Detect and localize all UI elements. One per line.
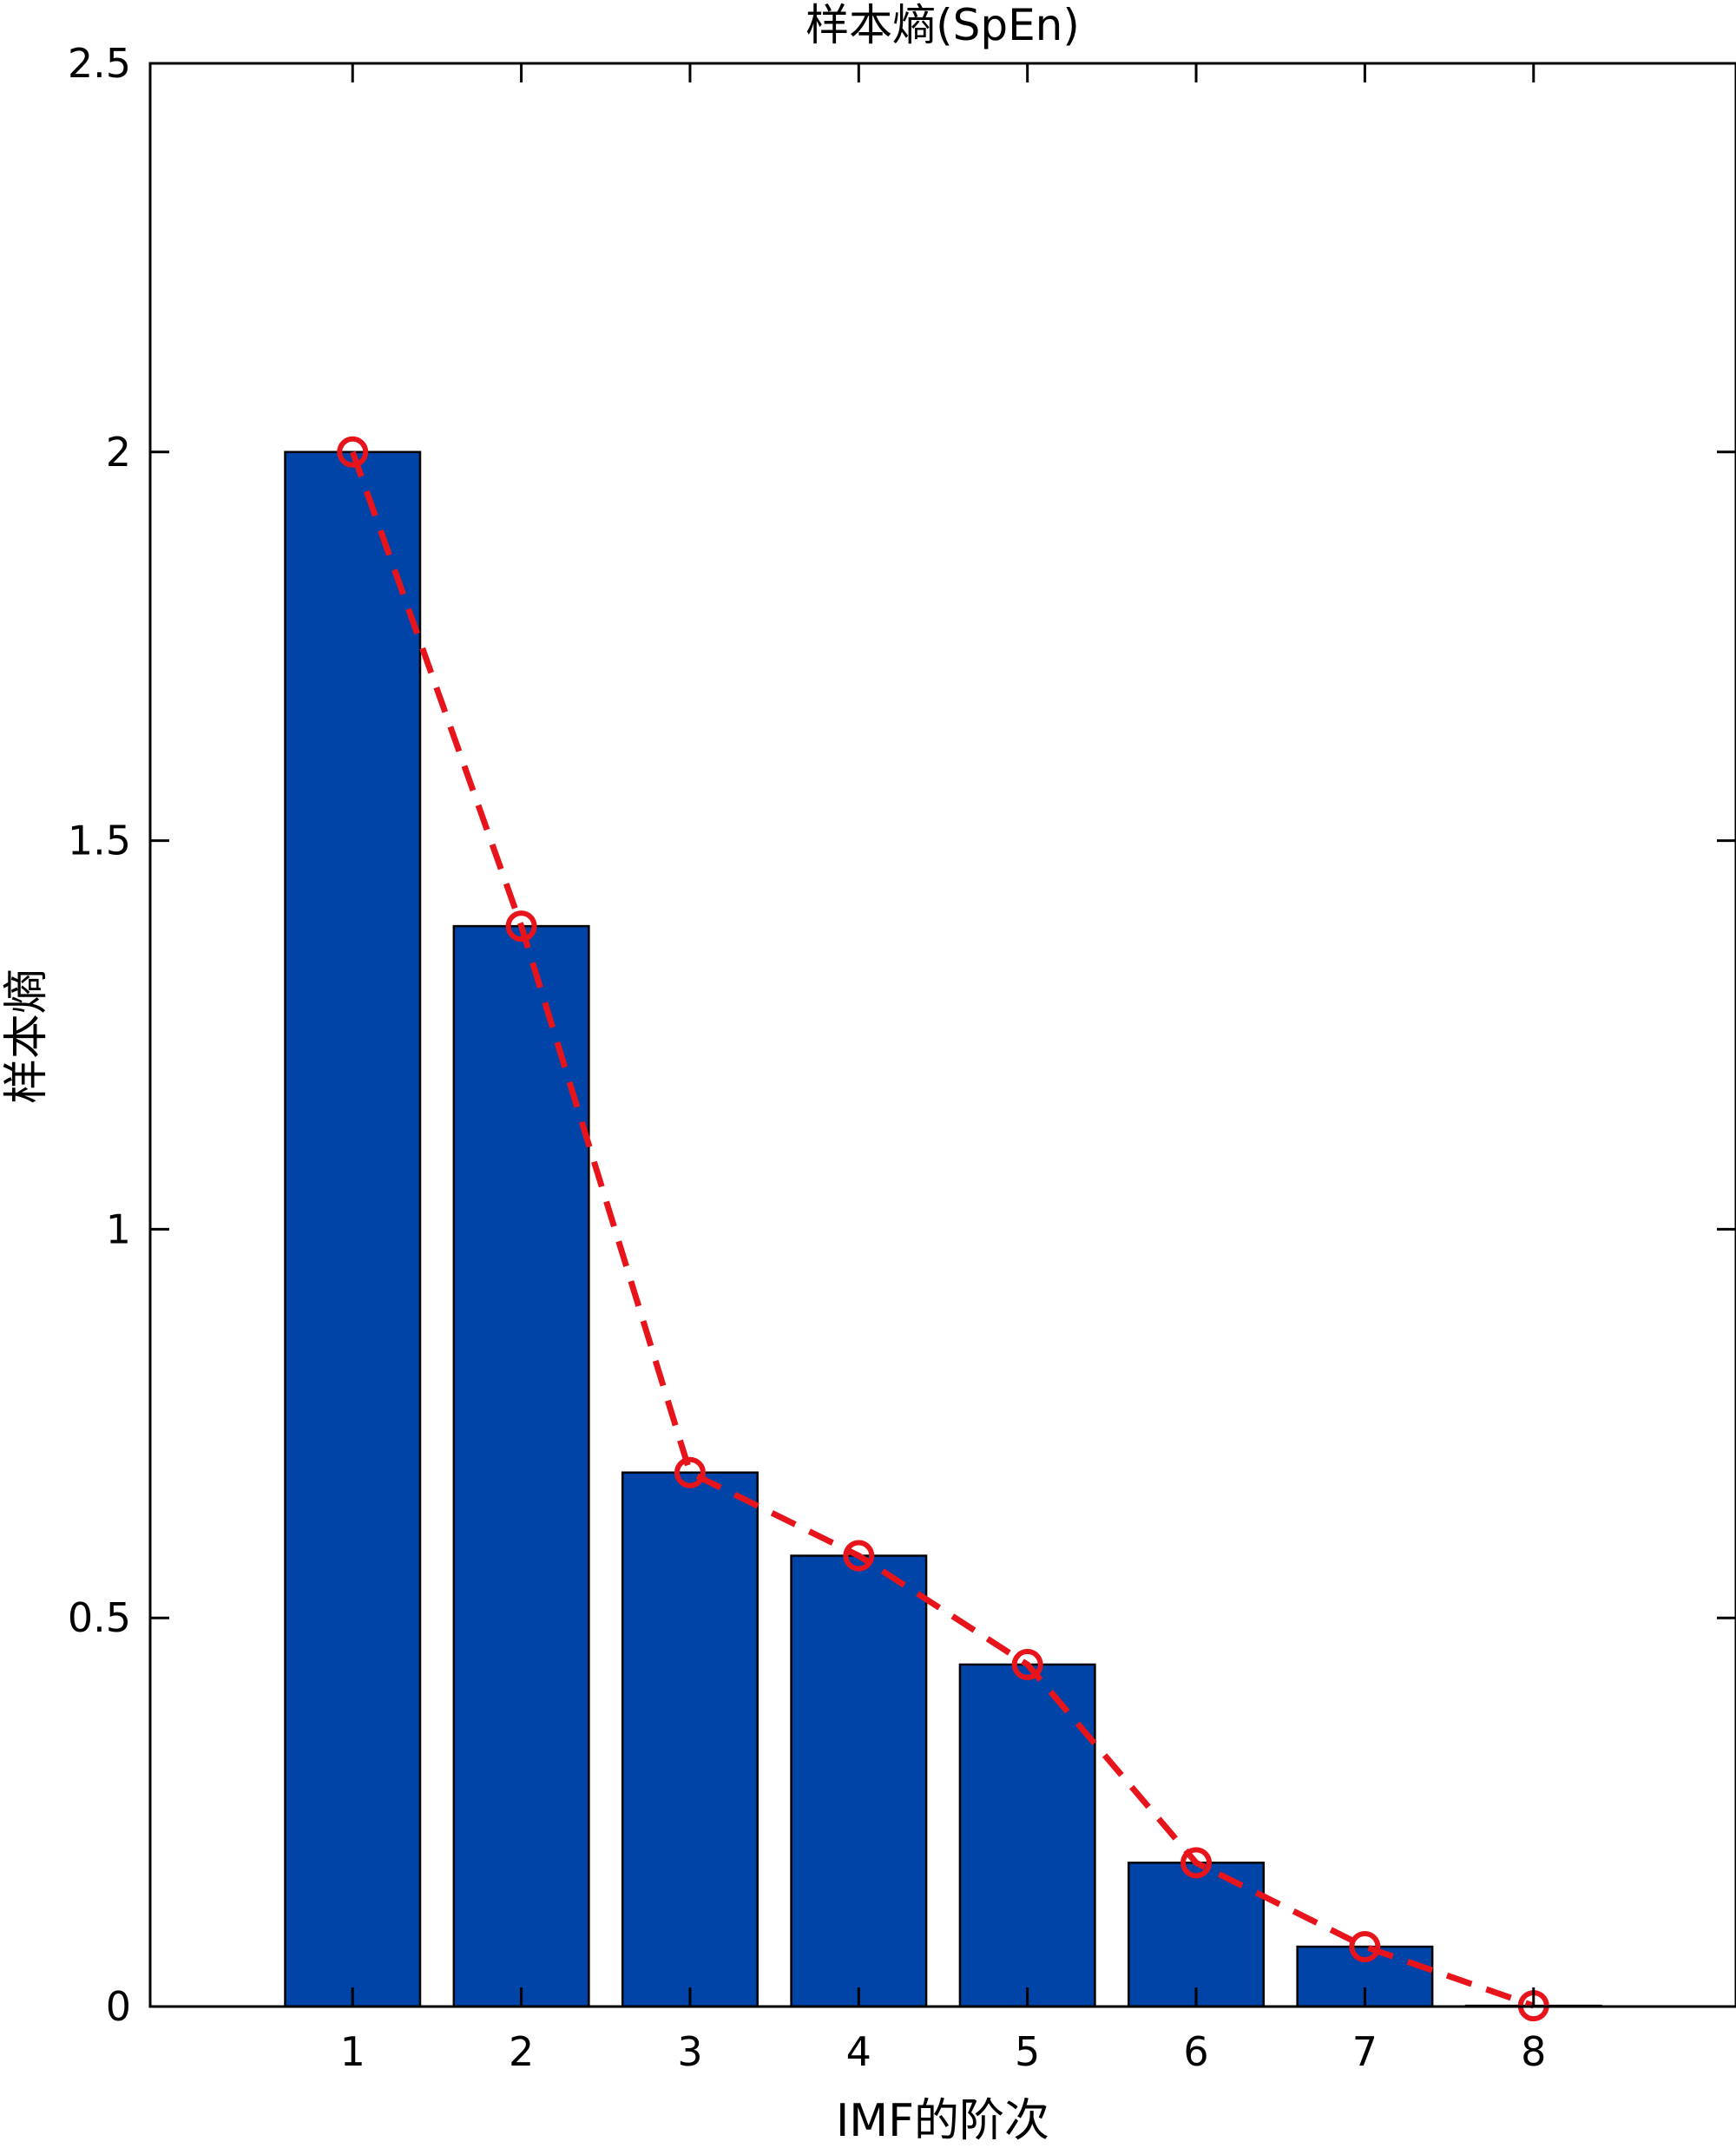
y-tick-label: 1.5 bbox=[68, 818, 131, 864]
bar-1 bbox=[284, 450, 422, 2008]
x-tick-label: 2 bbox=[509, 2028, 534, 2075]
y-tick-label: 0.5 bbox=[68, 1594, 131, 1641]
y-tick-label: 0 bbox=[106, 1983, 131, 2030]
chart-title: 样本熵(SpEn) bbox=[806, 0, 1080, 50]
x-tick-label: 7 bbox=[1352, 2028, 1378, 2075]
line-marker-6 bbox=[1180, 1847, 1213, 1879]
bars-layer bbox=[284, 450, 1602, 2008]
x-tick-label: 4 bbox=[846, 2028, 871, 2075]
x-tick-label: 5 bbox=[1015, 2028, 1040, 2075]
line-marker-7 bbox=[1349, 1931, 1381, 1963]
x-tick-label: 6 bbox=[1183, 2028, 1208, 2075]
y-tick-label: 1 bbox=[106, 1205, 131, 1252]
x-tick-label: 8 bbox=[1521, 2028, 1546, 2075]
bar-6 bbox=[1128, 1862, 1266, 2008]
line-layer bbox=[337, 436, 1549, 2022]
x-tick-label: 1 bbox=[340, 2028, 365, 2075]
y-tick-label: 2.5 bbox=[68, 40, 131, 87]
bar-3 bbox=[621, 1471, 759, 2008]
axes-layer: 1 2 3 4 5 6 7 8 0 0.5 1 1.5 2 2.5 bbox=[68, 40, 1736, 2075]
line-marker-5 bbox=[1011, 1648, 1043, 1680]
bar-4 bbox=[790, 1554, 928, 2008]
y-tick-label: 2 bbox=[106, 429, 131, 476]
y-axis-label: 样本熵 bbox=[1, 969, 53, 1104]
line-marker-2 bbox=[505, 910, 537, 943]
bar-2 bbox=[452, 924, 590, 2008]
line-marker-4 bbox=[843, 1540, 875, 1572]
axes-frame bbox=[148, 62, 1736, 2008]
x-axis-label: IMF的阶次 bbox=[836, 2095, 1049, 2145]
line-marker-3 bbox=[674, 1456, 706, 1488]
x-tick-label: 3 bbox=[677, 2028, 702, 2075]
series-line bbox=[349, 450, 1535, 2009]
line-marker-1 bbox=[337, 436, 369, 468]
bar-5 bbox=[958, 1663, 1096, 2008]
